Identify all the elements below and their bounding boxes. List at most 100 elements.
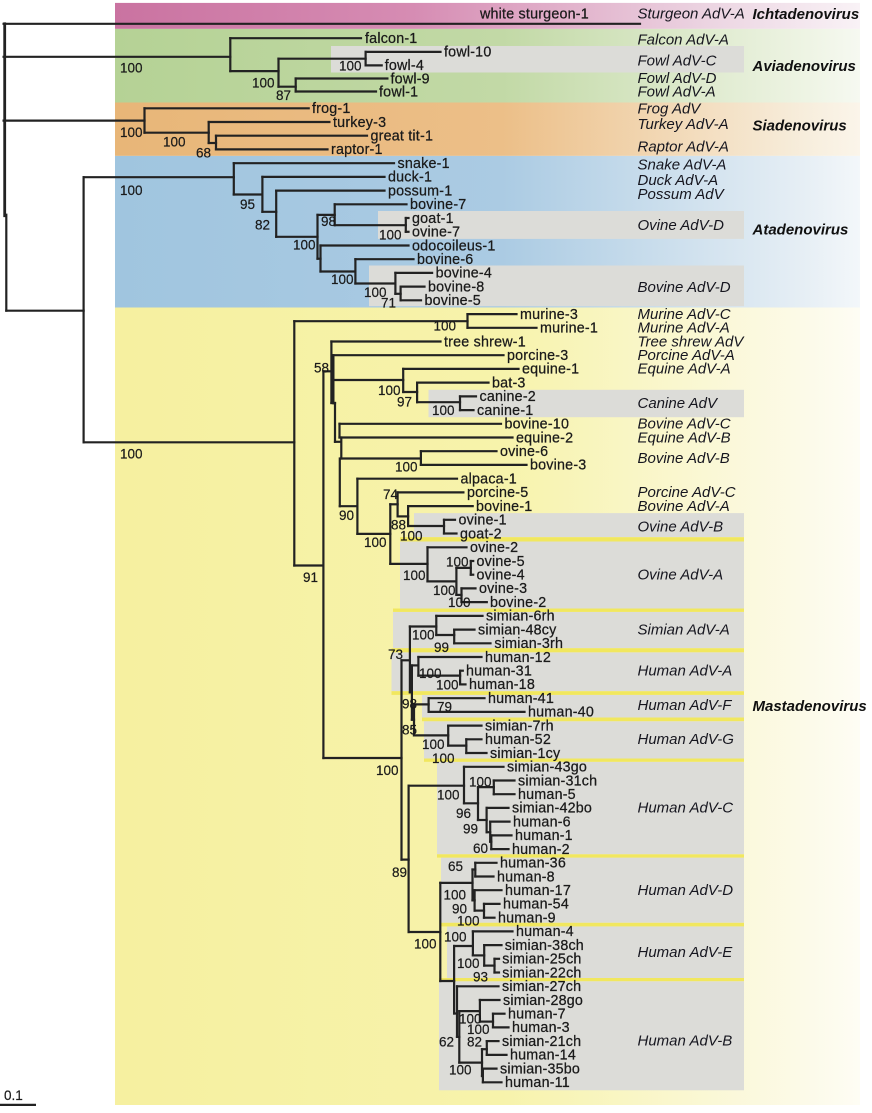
svg-text:Human AdV-F: Human AdV-F (638, 697, 733, 714)
svg-text:100: 100 (433, 583, 456, 598)
svg-text:equine-1: equine-1 (522, 362, 579, 378)
svg-text:Simian AdV-A: Simian AdV-A (638, 621, 730, 638)
svg-text:frog-1: frog-1 (312, 101, 351, 117)
svg-text:100: 100 (444, 930, 467, 945)
svg-text:bovine-8: bovine-8 (428, 279, 484, 295)
svg-text:100: 100 (120, 125, 143, 140)
svg-text:99: 99 (434, 640, 449, 655)
svg-text:100: 100 (444, 888, 467, 903)
svg-text:simian-28go: simian-28go (503, 993, 583, 1009)
svg-text:100: 100 (339, 59, 362, 74)
svg-text:human-52: human-52 (485, 732, 551, 748)
svg-text:Canine AdV: Canine AdV (638, 395, 719, 412)
svg-text:fowl-4: fowl-4 (385, 58, 424, 74)
svg-text:Human AdV-A: Human AdV-A (638, 663, 733, 680)
svg-text:possum-1: possum-1 (388, 183, 452, 199)
svg-text:human-2: human-2 (512, 842, 570, 858)
svg-text:100: 100 (412, 628, 435, 643)
svg-text:Fowl AdV-D: Fowl AdV-D (638, 70, 717, 87)
svg-text:turkey-3: turkey-3 (333, 115, 386, 131)
svg-text:bat-3: bat-3 (492, 375, 526, 391)
svg-text:100: 100 (422, 737, 445, 752)
svg-text:100: 100 (163, 135, 186, 150)
svg-text:simian-31ch: simian-31ch (518, 773, 597, 789)
svg-text:bovine-10: bovine-10 (505, 417, 570, 433)
svg-text:Turkey AdV-A: Turkey AdV-A (638, 116, 729, 133)
svg-text:simian-35bo: simian-35bo (500, 1061, 580, 1077)
svg-text:human-1: human-1 (515, 828, 573, 844)
svg-text:Porcine AdV-C: Porcine AdV-C (638, 484, 736, 501)
svg-text:Equine AdV-A: Equine AdV-A (638, 361, 731, 378)
svg-text:100: 100 (378, 383, 401, 398)
svg-text:Ovine AdV-B: Ovine AdV-B (638, 519, 724, 536)
svg-text:Duck AdV-A: Duck AdV-A (638, 172, 719, 189)
svg-text:ovine-2: ovine-2 (470, 540, 518, 556)
svg-text:100: 100 (449, 1063, 472, 1078)
svg-text:murine-3: murine-3 (520, 307, 578, 323)
svg-text:Human AdV-G: Human AdV-G (638, 731, 735, 748)
svg-text:Raptor AdV-A: Raptor AdV-A (638, 138, 729, 155)
svg-text:Equine AdV-B: Equine AdV-B (638, 429, 731, 446)
svg-text:100: 100 (436, 678, 459, 693)
svg-text:bovine-7: bovine-7 (410, 197, 466, 213)
svg-text:human-12: human-12 (485, 650, 551, 666)
svg-text:89: 89 (392, 865, 407, 880)
svg-text:simian-43go: simian-43go (507, 760, 587, 776)
svg-text:ovine-6: ovine-6 (500, 444, 548, 460)
svg-text:100: 100 (364, 535, 387, 550)
svg-text:simian-6rh: simian-6rh (486, 609, 555, 625)
svg-text:68: 68 (196, 146, 211, 161)
svg-text:bovine-3: bovine-3 (530, 458, 586, 474)
svg-text:Fowl AdV-A: Fowl AdV-A (638, 84, 716, 101)
svg-text:Human AdV-C: Human AdV-C (638, 800, 734, 817)
svg-text:bovine-4: bovine-4 (436, 266, 492, 282)
svg-text:82: 82 (255, 218, 270, 233)
svg-text:65: 65 (448, 859, 463, 874)
svg-text:simian-42bo: simian-42bo (512, 801, 592, 817)
svg-text:Bovine AdV-C: Bovine AdV-C (638, 416, 731, 433)
svg-text:Bovine AdV-B: Bovine AdV-B (638, 450, 730, 467)
svg-text:bovine-2: bovine-2 (490, 595, 546, 611)
svg-text:murine-1: murine-1 (540, 321, 598, 337)
svg-text:simian-7rh: simian-7rh (485, 718, 554, 734)
svg-text:79: 79 (437, 700, 452, 715)
svg-text:bovine-5: bovine-5 (425, 293, 481, 309)
svg-text:great tit-1: great tit-1 (371, 129, 434, 145)
svg-text:snake-1: snake-1 (398, 156, 450, 172)
svg-text:Aviadenovirus: Aviadenovirus (752, 58, 856, 75)
svg-text:ovine-7: ovine-7 (412, 225, 460, 241)
svg-text:simian-25ch: simian-25ch (502, 952, 581, 968)
svg-text:98: 98 (321, 214, 336, 229)
svg-text:Murine AdV-C: Murine AdV-C (638, 306, 731, 323)
svg-text:human-11: human-11 (505, 1075, 570, 1091)
svg-text:simian-27ch: simian-27ch (502, 979, 581, 995)
svg-text:90: 90 (339, 508, 354, 523)
svg-text:Human AdV-D: Human AdV-D (638, 882, 734, 899)
svg-text:90: 90 (452, 902, 467, 917)
svg-text:82: 82 (467, 1035, 482, 1050)
svg-text:98: 98 (402, 697, 417, 712)
svg-text:human-54: human-54 (503, 897, 569, 913)
svg-text:fowl-9: fowl-9 (391, 71, 430, 87)
svg-text:human-18: human-18 (469, 677, 535, 693)
svg-text:goat-1: goat-1 (412, 211, 454, 227)
svg-text:85: 85 (402, 723, 417, 738)
svg-text:Siadenovirus: Siadenovirus (753, 118, 847, 135)
svg-text:Snake AdV-A: Snake AdV-A (638, 156, 727, 173)
svg-text:falcon-1: falcon-1 (365, 31, 417, 47)
svg-text:100: 100 (434, 319, 457, 334)
svg-text:0.1: 0.1 (4, 1088, 23, 1103)
svg-text:fowl-1: fowl-1 (379, 84, 418, 100)
svg-text:odocoileus-1: odocoileus-1 (412, 238, 495, 254)
svg-text:87: 87 (276, 88, 291, 103)
svg-text:100: 100 (376, 763, 399, 778)
svg-text:Possum AdV: Possum AdV (638, 186, 726, 203)
svg-text:porcine-3: porcine-3 (507, 348, 568, 364)
svg-text:73: 73 (388, 647, 403, 662)
svg-text:Atadenovirus: Atadenovirus (752, 222, 849, 239)
svg-text:Murine AdV-A: Murine AdV-A (638, 320, 730, 337)
svg-text:Tree shrew AdV: Tree shrew AdV (638, 333, 746, 350)
svg-text:95: 95 (240, 197, 255, 212)
svg-text:60: 60 (473, 841, 488, 856)
svg-text:88: 88 (391, 518, 406, 533)
